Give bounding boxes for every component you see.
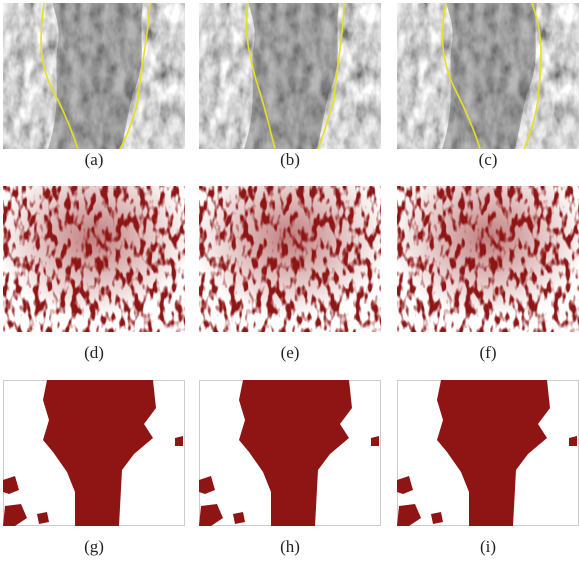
panel-label: (e) [281, 343, 300, 362]
panel-image [3, 3, 185, 149]
panel-image [199, 380, 381, 526]
row-speckle [3, 186, 579, 332]
row-ultrasound [3, 2, 579, 150]
panel-label: (a) [85, 150, 104, 169]
panel-image [3, 186, 185, 332]
panel-label: (b) [280, 150, 300, 169]
panel-label: (c) [479, 150, 498, 169]
row-segmentation [3, 380, 579, 526]
contour [40, 2, 151, 150]
panel-image [397, 3, 579, 149]
panel-label: (d) [84, 343, 104, 362]
panel-image [199, 186, 381, 332]
contour [441, 2, 542, 150]
panel-image [199, 3, 381, 149]
panel-image [397, 186, 579, 332]
panel-image [397, 380, 579, 526]
panel-label: (g) [84, 537, 104, 556]
panel-label: (f) [480, 343, 497, 362]
panel-label: (h) [280, 537, 300, 556]
panel-label: (i) [480, 537, 496, 556]
contour [245, 2, 345, 150]
panel-image [3, 380, 185, 526]
